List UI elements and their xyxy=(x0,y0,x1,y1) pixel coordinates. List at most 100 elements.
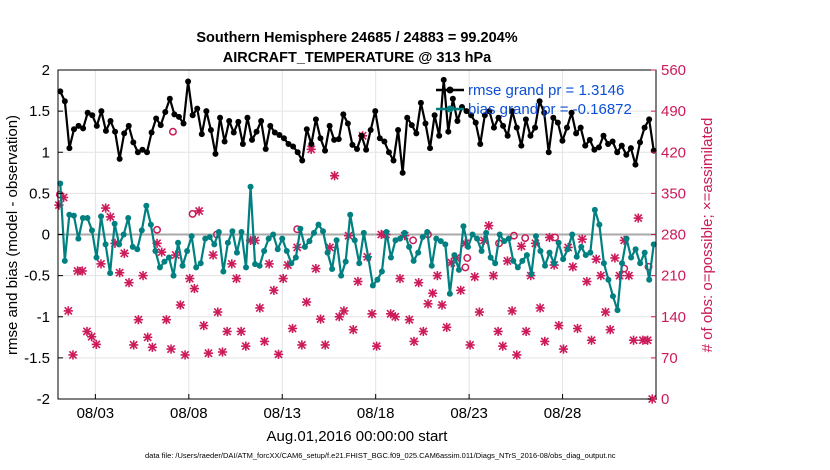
series-point xyxy=(550,114,557,121)
y2-tick-label: 490 xyxy=(661,103,686,120)
series-point xyxy=(238,229,245,236)
series-point xyxy=(623,151,630,158)
series-point xyxy=(600,260,607,267)
series-point xyxy=(392,237,399,244)
obs-possible-point xyxy=(463,254,472,262)
obs-possible-point xyxy=(188,209,197,218)
series-point xyxy=(591,146,598,153)
obs-assimilated-point xyxy=(273,349,284,359)
series-point xyxy=(75,235,82,242)
series-point xyxy=(252,261,259,268)
series-point xyxy=(107,270,114,277)
obs-assimilated-point xyxy=(423,299,433,309)
series-point xyxy=(614,307,621,314)
obs-assimilated-point xyxy=(231,273,242,284)
obs-assimilated-point xyxy=(516,241,527,251)
series-point xyxy=(619,260,626,267)
series-point xyxy=(360,229,367,236)
series-point xyxy=(519,257,526,264)
series-point xyxy=(446,290,453,297)
obs-assimilated-point xyxy=(409,336,419,347)
series-point xyxy=(326,122,333,129)
series-point xyxy=(267,122,274,129)
series-point xyxy=(198,131,205,138)
series-point xyxy=(546,249,553,256)
series-point xyxy=(504,132,511,139)
series-point xyxy=(399,169,406,176)
series-point xyxy=(492,260,499,267)
obs-assimilated-point xyxy=(259,336,270,347)
series-point xyxy=(303,126,310,133)
obs-assimilated-point xyxy=(554,320,564,331)
y-tick-label: 1 xyxy=(42,144,50,161)
x-tick-label: 08/18 xyxy=(357,405,395,422)
series-point xyxy=(474,235,481,242)
series-point xyxy=(88,227,95,234)
obs-assimilated-point xyxy=(465,340,475,350)
y-tick-label: -1 xyxy=(37,309,50,326)
series-point xyxy=(468,112,475,119)
obs-assimilated-point xyxy=(540,336,550,347)
obs-assimilated-point xyxy=(367,309,377,319)
series-point xyxy=(290,143,297,150)
series-point xyxy=(628,254,635,261)
obs-assimilated-point xyxy=(115,268,125,278)
series-point xyxy=(408,122,415,129)
obs-possible-point xyxy=(521,234,530,242)
obs-assimilated-point xyxy=(63,306,73,316)
rmse-series xyxy=(57,76,657,176)
obs-assimilated-point xyxy=(568,262,578,272)
series-point xyxy=(280,135,287,142)
obs-assimilated-point xyxy=(507,306,517,316)
series-point xyxy=(431,112,438,119)
series-point xyxy=(93,254,100,261)
series-point xyxy=(455,266,462,273)
obs-assimilated-point xyxy=(474,307,485,317)
obs-assimilated-point xyxy=(227,259,237,269)
series-point xyxy=(335,136,342,143)
series-point xyxy=(226,117,233,124)
series-point xyxy=(477,141,484,148)
series-point xyxy=(220,268,227,275)
legend-rmse-marker xyxy=(446,86,454,94)
series-point xyxy=(472,119,479,126)
obs-assimilated-point xyxy=(96,259,106,269)
series-point xyxy=(568,109,575,116)
series-point xyxy=(98,108,105,115)
series-point xyxy=(340,111,347,118)
series-point xyxy=(495,114,502,121)
series-point xyxy=(460,223,467,230)
obs-assimilated-point xyxy=(596,271,606,281)
series-point xyxy=(98,213,105,220)
series-point xyxy=(188,233,195,240)
y2-tick-label: 70 xyxy=(661,350,678,367)
series-point xyxy=(523,252,530,259)
series-point xyxy=(130,139,137,146)
series-point xyxy=(230,129,237,136)
series-point xyxy=(61,257,68,264)
obs-assimilated-point xyxy=(442,322,452,332)
series-point xyxy=(378,268,385,275)
series-point xyxy=(239,141,246,148)
obs-assimilated-point xyxy=(199,320,209,331)
series-point xyxy=(256,262,263,269)
obs-assimilated-point xyxy=(189,283,200,294)
obs-assimilated-point xyxy=(404,315,414,325)
series-point xyxy=(306,238,313,245)
series-point xyxy=(404,114,411,121)
series-point xyxy=(70,126,77,133)
series-point xyxy=(410,257,417,264)
obs-assimilated-point xyxy=(213,307,223,317)
series-point xyxy=(367,127,374,134)
obs-assimilated-point xyxy=(628,335,639,345)
series-point xyxy=(75,122,82,129)
series-point xyxy=(121,130,128,137)
series-point xyxy=(206,233,213,240)
obs-assimilated-point xyxy=(278,273,288,284)
series-point xyxy=(451,252,458,259)
obs-assimilated-point xyxy=(147,342,157,352)
series-point xyxy=(138,227,145,234)
series-point xyxy=(478,247,485,254)
series-point xyxy=(262,145,269,152)
obs-assimilated-point xyxy=(217,347,228,357)
